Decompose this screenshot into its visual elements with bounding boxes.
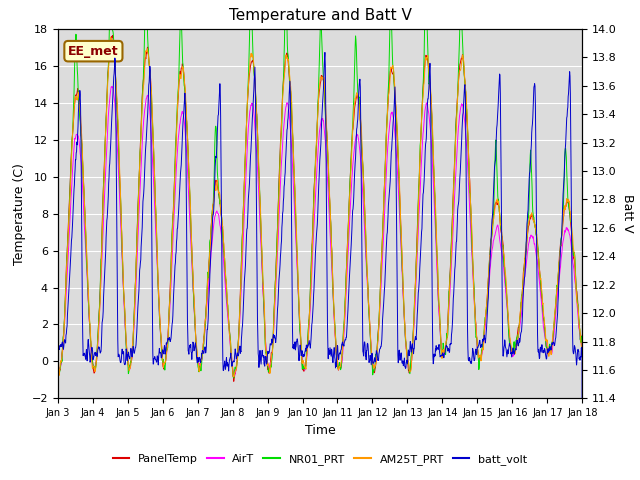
X-axis label: Time: Time	[305, 424, 335, 437]
Y-axis label: Temperature (C): Temperature (C)	[13, 163, 26, 264]
NR01_PRT	[579, 345, 586, 351]
PanelTemp	[171, 170, 179, 176]
PanelTemp	[402, 342, 410, 348]
AirT	[108, 84, 115, 89]
AirT	[158, 351, 166, 357]
Line: batt_volt: batt_volt	[58, 52, 582, 480]
AM25T_PRT	[579, 348, 586, 353]
AirT	[517, 316, 525, 322]
Text: EE_met: EE_met	[68, 45, 119, 58]
batt_volt	[157, 355, 165, 360]
AM25T_PRT	[517, 305, 525, 311]
AM25T_PRT	[107, 35, 115, 40]
PanelTemp	[230, 374, 237, 380]
AirT	[230, 368, 237, 374]
Y-axis label: Batt V: Batt V	[621, 194, 634, 233]
NR01_PRT	[230, 374, 237, 380]
AM25T_PRT	[158, 346, 166, 351]
Title: Temperature and Batt V: Temperature and Batt V	[228, 9, 412, 24]
AM25T_PRT	[230, 374, 238, 380]
NR01_PRT	[158, 352, 166, 358]
AM25T_PRT	[54, 360, 61, 366]
PanelTemp	[158, 347, 166, 353]
AirT	[230, 373, 238, 379]
AM25T_PRT	[470, 302, 478, 308]
AirT	[54, 362, 61, 368]
PanelTemp	[54, 360, 61, 366]
PanelTemp	[517, 304, 525, 310]
Line: NR01_PRT: NR01_PRT	[58, 0, 582, 378]
Line: PanelTemp: PanelTemp	[58, 36, 582, 381]
batt_volt	[229, 359, 237, 365]
NR01_PRT	[230, 375, 237, 381]
PanelTemp	[579, 348, 586, 354]
NR01_PRT	[54, 360, 61, 365]
AirT	[470, 301, 478, 307]
PanelTemp	[470, 296, 478, 302]
batt_volt	[321, 49, 329, 55]
batt_volt	[470, 358, 478, 364]
Line: AM25T_PRT: AM25T_PRT	[58, 37, 582, 377]
NR01_PRT	[402, 339, 410, 345]
AirT	[402, 341, 410, 347]
PanelTemp	[230, 378, 237, 384]
NR01_PRT	[470, 298, 478, 303]
batt_volt	[402, 365, 410, 371]
AM25T_PRT	[171, 180, 179, 186]
NR01_PRT	[171, 168, 179, 174]
AM25T_PRT	[402, 339, 410, 345]
batt_volt	[516, 334, 524, 339]
NR01_PRT	[517, 307, 525, 312]
Legend: PanelTemp, AirT, NR01_PRT, AM25T_PRT, batt_volt: PanelTemp, AirT, NR01_PRT, AM25T_PRT, ba…	[108, 450, 532, 469]
AM25T_PRT	[230, 373, 237, 379]
batt_volt	[170, 279, 178, 285]
Line: AirT: AirT	[58, 86, 582, 376]
AirT	[171, 202, 179, 207]
AirT	[579, 348, 586, 354]
PanelTemp	[109, 33, 116, 38]
